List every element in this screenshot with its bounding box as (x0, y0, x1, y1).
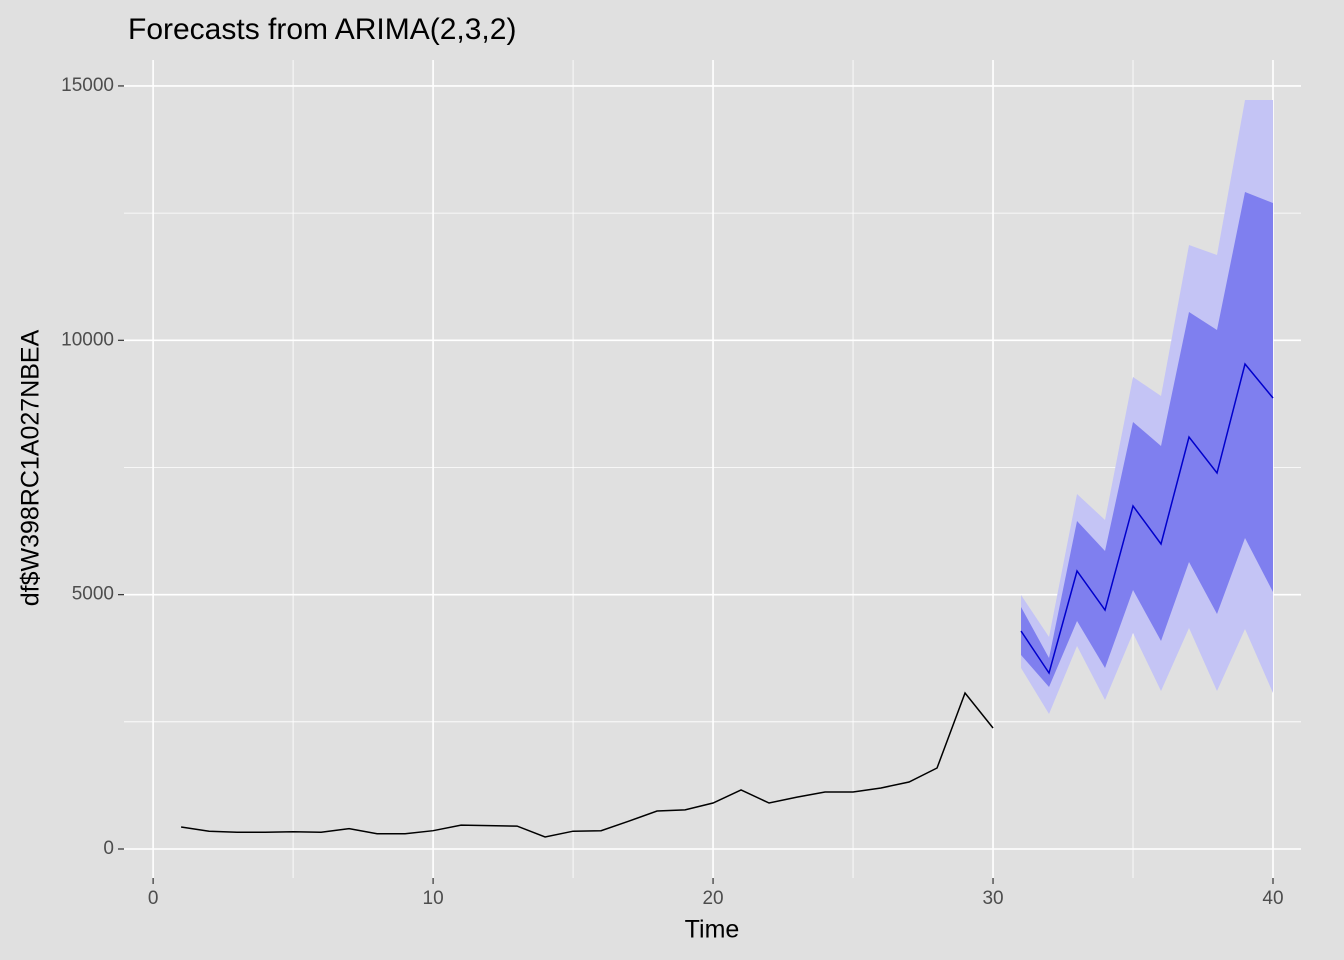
series-line (181, 691, 994, 838)
y-tick-label: 10000 (61, 329, 114, 350)
x-tick-label: 10 (423, 888, 444, 909)
x-axis-label: Time (685, 916, 740, 944)
chart-title: Forecasts from ARIMA(2,3,2) (128, 13, 516, 46)
x-tick-label: 20 (702, 888, 723, 909)
y-tick-label: 15000 (61, 75, 114, 96)
series-line (1020, 362, 1274, 675)
prediction-band (1021, 192, 1274, 687)
x-tick-label: 40 (1262, 888, 1283, 909)
x-tick-label: 0 (148, 888, 159, 909)
y-tick-label: 0 (103, 838, 114, 859)
x-tick-label: 30 (982, 888, 1003, 909)
y-axis-label: df$W398RC1A027NBEA (17, 329, 45, 606)
y-tick-label: 5000 (72, 584, 114, 605)
